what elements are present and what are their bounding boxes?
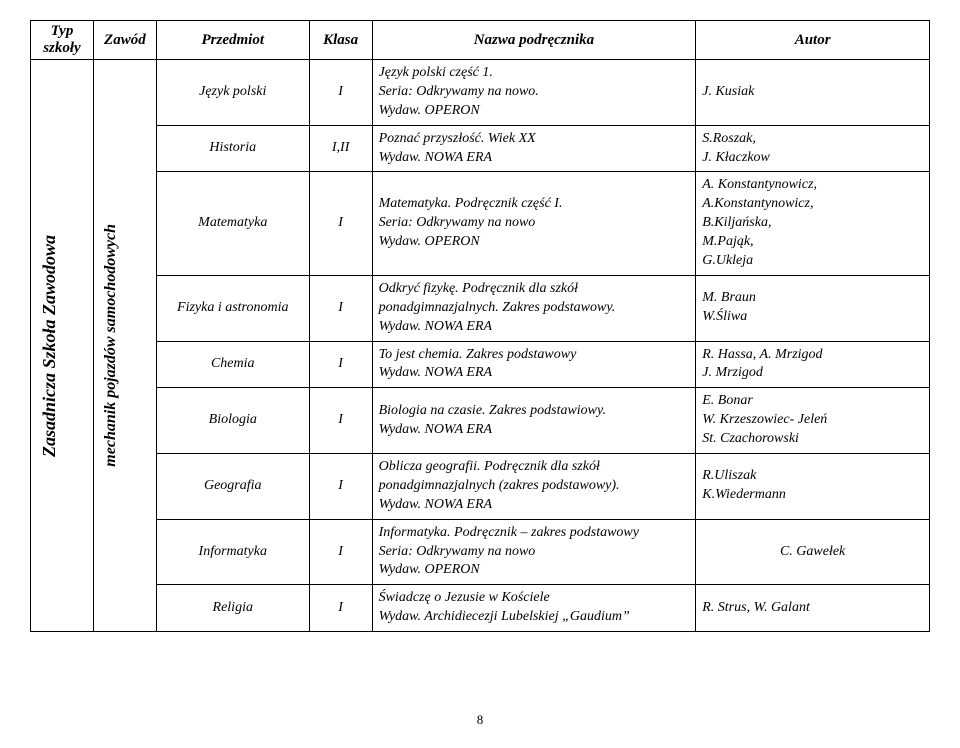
class-cell: I xyxy=(309,585,372,632)
author-cell: J. Kusiak xyxy=(696,60,930,126)
subject-cell: Chemia xyxy=(156,341,309,388)
col-author: Autor xyxy=(696,21,930,60)
profession-cell: mechanik pojazdów samochodowych xyxy=(93,60,156,632)
textbook-cell: To jest chemia. Zakres podstawowyWydaw. … xyxy=(372,341,696,388)
col-subject: Przedmiot xyxy=(156,21,309,60)
subject-cell: Informatyka xyxy=(156,519,309,585)
textbook-cell: Matematyka. Podręcznik część I.Seria: Od… xyxy=(372,172,696,275)
class-cell: I,II xyxy=(309,125,372,172)
subject-cell: Biologia xyxy=(156,388,309,454)
table-row: Geografia I Oblicza geografii. Podręczni… xyxy=(31,454,930,520)
author-cell: R.UliszakK.Wiedermann xyxy=(696,454,930,520)
col-school-type: Typ szkoły xyxy=(31,21,94,60)
table-row: Informatyka I Informatyka. Podręcznik – … xyxy=(31,519,930,585)
class-cell: I xyxy=(309,60,372,126)
class-cell: I xyxy=(309,172,372,275)
author-cell: M. BraunW.Śliwa xyxy=(696,275,930,341)
table-row: Fizyka i astronomia I Odkryć fizykę. Pod… xyxy=(31,275,930,341)
school-type-label: Zasadnicza Szkoła Zawodowa xyxy=(37,235,61,457)
class-cell: I xyxy=(309,388,372,454)
class-cell: I xyxy=(309,275,372,341)
subject-cell: Fizyka i astronomia xyxy=(156,275,309,341)
author-cell: S.Roszak,J. Kłaczkow xyxy=(696,125,930,172)
textbook-cell: Poznać przyszłość. Wiek XXWydaw. NOWA ER… xyxy=(372,125,696,172)
author-cell: E. BonarW. Krzeszowiec- JeleńSt. Czachor… xyxy=(696,388,930,454)
col-profession: Zawód xyxy=(93,21,156,60)
subject-cell: Matematyka xyxy=(156,172,309,275)
subject-cell: Geografia xyxy=(156,454,309,520)
profession-label: mechanik pojazdów samochodowych xyxy=(100,224,122,467)
class-cell: I xyxy=(309,341,372,388)
textbook-cell: Oblicza geografii. Podręcznik dla szkół … xyxy=(372,454,696,520)
textbook-cell: Informatyka. Podręcznik – zakres podstaw… xyxy=(372,519,696,585)
subject-cell: Historia xyxy=(156,125,309,172)
textbook-cell: Język polski część 1.Seria: Odkrywamy na… xyxy=(372,60,696,126)
author-cell: C. Gawełek xyxy=(696,519,930,585)
table-row: Historia I,II Poznać przyszłość. Wiek XX… xyxy=(31,125,930,172)
textbook-cell: Biologia na czasie. Zakres podstawiowy.W… xyxy=(372,388,696,454)
table-row: Religia I Świadczę o Jezusie w KościeleW… xyxy=(31,585,930,632)
class-cell: I xyxy=(309,519,372,585)
class-cell: I xyxy=(309,454,372,520)
subject-cell: Religia xyxy=(156,585,309,632)
school-type-cell: Zasadnicza Szkoła Zawodowa xyxy=(31,60,94,632)
page-number: 8 xyxy=(30,712,930,728)
subject-cell: Język polski xyxy=(156,60,309,126)
table-row: Zasadnicza Szkoła Zawodowa mechanik poja… xyxy=(31,60,930,126)
col-class: Klasa xyxy=(309,21,372,60)
author-cell: R. Hassa, A. MrzigodJ. Mrzigod xyxy=(696,341,930,388)
header-row: Typ szkoły Zawód Przedmiot Klasa Nazwa p… xyxy=(31,21,930,60)
table-row: Chemia I To jest chemia. Zakres podstawo… xyxy=(31,341,930,388)
textbook-table: Typ szkoły Zawód Przedmiot Klasa Nazwa p… xyxy=(30,20,930,632)
author-cell: A. Konstantynowicz,A.Konstantynowicz,B.K… xyxy=(696,172,930,275)
textbook-cell: Świadczę o Jezusie w KościeleWydaw. Arch… xyxy=(372,585,696,632)
textbook-cell: Odkryć fizykę. Podręcznik dla szkół pona… xyxy=(372,275,696,341)
table-row: Biologia I Biologia na czasie. Zakres po… xyxy=(31,388,930,454)
col-textbook: Nazwa podręcznika xyxy=(372,21,696,60)
table-row: Matematyka I Matematyka. Podręcznik częś… xyxy=(31,172,930,275)
author-cell: R. Strus, W. Galant xyxy=(696,585,930,632)
